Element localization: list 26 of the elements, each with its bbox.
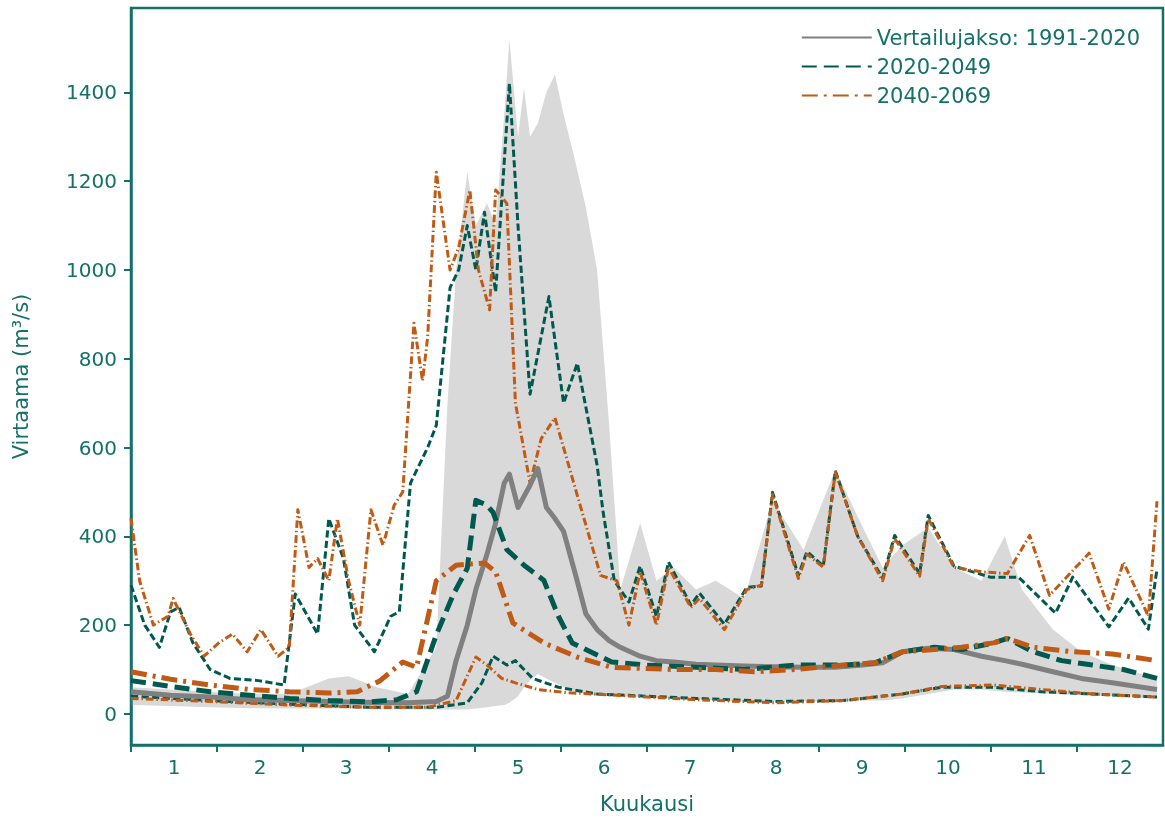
x-tick-label: 5	[511, 755, 525, 779]
x-tick-label: 7	[683, 755, 697, 779]
x-tick-label: 10	[935, 755, 961, 779]
y-tick-label: 1400	[66, 80, 117, 105]
y-tick-label: 200	[78, 613, 117, 638]
x-axis-title: Kuukausi	[599, 791, 695, 816]
x-tick-label: 1	[167, 755, 181, 779]
y-axis-title: Virtaama (m³/s)	[8, 293, 33, 460]
y-tick-label: 600	[78, 435, 117, 460]
x-tick-label: 11	[1021, 755, 1047, 779]
y-tick-label: 1200	[66, 169, 117, 194]
x-tick-label: 12	[1107, 755, 1133, 779]
x-tick-label: 3	[339, 755, 353, 779]
x-tick-label: 9	[855, 755, 869, 779]
legend-label: Vertailujakso: 1991-2020	[876, 25, 1141, 50]
legend-label: 2040-2069	[876, 83, 992, 108]
y-tick-label: 0	[104, 701, 117, 726]
legend-label: 2020-2049	[876, 54, 992, 79]
y-tick-label: 800	[78, 346, 117, 371]
y-tick-label: 1000	[66, 257, 117, 282]
line-series	[129, 170, 1159, 658]
y-tick-label: 400	[78, 524, 117, 549]
x-tick-label: 6	[597, 755, 611, 779]
x-tick-label: 2	[253, 755, 267, 779]
x-tick-label: 8	[769, 755, 783, 779]
x-tick-label: 4	[425, 755, 439, 779]
